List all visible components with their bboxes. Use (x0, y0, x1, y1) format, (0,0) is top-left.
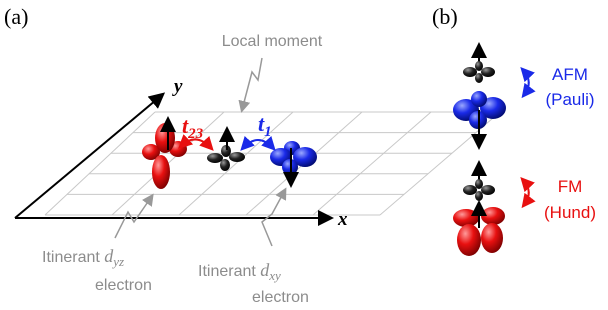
text-part: Itinerant (42, 249, 100, 266)
annotation: electron (95, 277, 152, 294)
lattice-grid (45, 112, 500, 215)
text-part: yz (111, 254, 124, 269)
fm-label: FM (558, 177, 583, 196)
annotation: Itinerant dyz (42, 246, 124, 269)
figure: (a) (b) y x Local moment t23 t1 Itineran… (0, 0, 608, 310)
hopping-label: t23 (182, 113, 204, 142)
text-part: xy (268, 268, 281, 283)
fm-note: (Hund) (544, 203, 596, 222)
pointer (242, 58, 262, 110)
text-part: Itinerant (198, 263, 256, 280)
dxy-orbital (270, 141, 317, 184)
annotation: Local moment (222, 33, 323, 50)
dyz-orbital (142, 120, 187, 189)
local-moment-orbital (207, 130, 245, 171)
afm-note: (Pauli) (545, 90, 594, 109)
page: (a) (b) y x Local moment t23 t1 Itineran… (0, 0, 608, 310)
hopping-label: t1 (258, 111, 272, 140)
afm-label: AFM (552, 65, 588, 84)
annotation: electron (252, 289, 309, 306)
panel-label: (a) (4, 4, 28, 29)
axis-label: y (172, 76, 183, 97)
panel-label: (b) (432, 4, 458, 29)
y-axis (15, 95, 162, 218)
text-part: 23 (187, 126, 204, 142)
fm-pair (453, 164, 505, 256)
exchange-arrow (523, 180, 529, 205)
annotation: Itinerant dxy (198, 260, 281, 283)
axis-label: x (337, 209, 348, 230)
text-part: 1 (264, 124, 272, 140)
exchange-arrow (523, 70, 529, 95)
afm-pair (453, 46, 506, 146)
